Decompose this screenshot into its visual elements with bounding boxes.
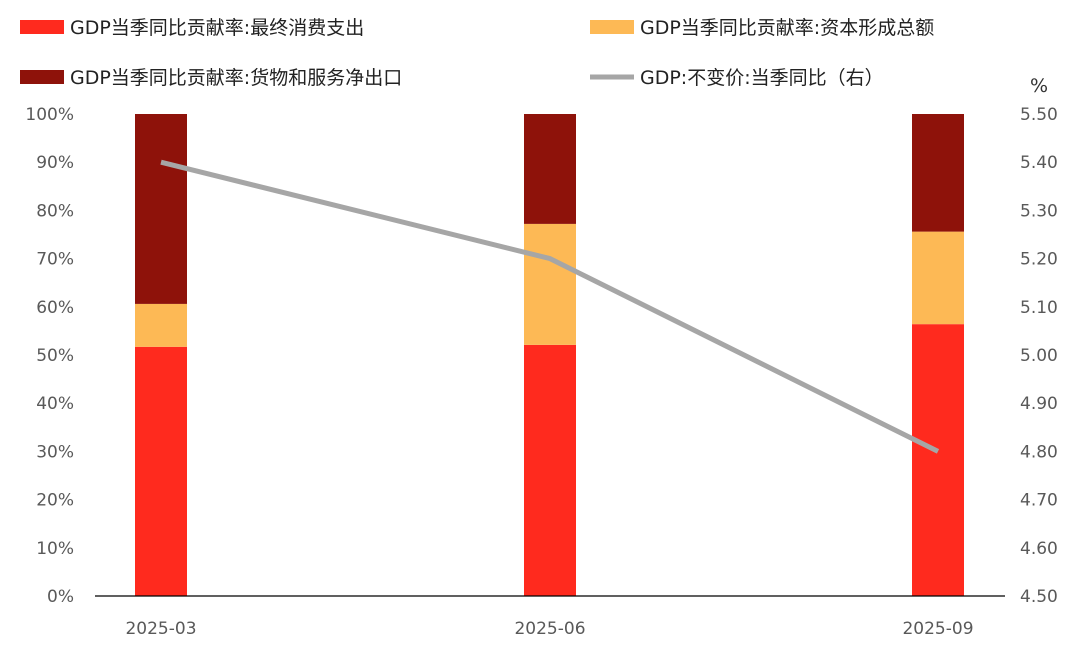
left-tick-label: 10%: [36, 539, 74, 559]
legend-swatch: [20, 20, 64, 34]
bar-segment-1: [912, 231, 964, 325]
gdp-line: [160, 159, 940, 454]
left-tick-label: 20%: [36, 491, 74, 511]
right-tick-label: 5.40: [1020, 153, 1058, 173]
bar-segment-0: [135, 346, 187, 596]
x-tick-label: 2025-06: [514, 619, 585, 639]
left-tick-label: 50%: [36, 346, 74, 366]
bar-segment-1: [135, 303, 187, 347]
right-tick-label: 5.00: [1020, 346, 1058, 366]
left-tick-label: 40%: [36, 394, 74, 414]
right-tick-label: 4.80: [1020, 442, 1058, 462]
right-tick-label: 5.30: [1020, 201, 1058, 221]
legend-swatch: [20, 70, 64, 84]
right-tick-label: 4.90: [1020, 394, 1058, 414]
left-tick-label: 30%: [36, 442, 74, 462]
left-tick-label: 70%: [36, 250, 74, 270]
right-tick-label: 5.10: [1020, 298, 1058, 318]
legend-label: GDP:不变价:当季同比（右）: [640, 67, 884, 89]
bar-segment-2: [912, 114, 964, 232]
right-tick-label: 4.50: [1020, 587, 1058, 607]
left-tick-label: 0%: [47, 587, 74, 607]
left-tick-label: 100%: [25, 105, 74, 125]
bar-segment-2: [524, 114, 576, 224]
right-tick-label: 4.60: [1020, 539, 1058, 559]
legend-label: GDP当季同比贡献率:资本形成总额: [640, 17, 934, 39]
bar-segment-2: [135, 114, 187, 304]
bar-segment-0: [524, 344, 576, 596]
right-axis-label: %: [1030, 75, 1048, 97]
left-tick-label: 90%: [36, 153, 74, 173]
right-tick-label: 4.70: [1020, 491, 1058, 511]
left-tick-label: 80%: [36, 201, 74, 221]
bar-segment-0: [912, 324, 964, 596]
legend-swatch: [590, 20, 634, 34]
legend-label: GDP当季同比贡献率:货物和服务净出口: [70, 67, 402, 89]
bar-segment-1: [524, 223, 576, 345]
right-tick-label: 5.50: [1020, 105, 1058, 125]
right-tick-label: 5.20: [1020, 250, 1058, 270]
legend-label: GDP当季同比贡献率:最终消费支出: [70, 17, 364, 39]
left-tick-label: 60%: [36, 298, 74, 318]
x-tick-label: 2025-03: [125, 619, 196, 639]
x-tick-label: 2025-09: [902, 619, 973, 639]
